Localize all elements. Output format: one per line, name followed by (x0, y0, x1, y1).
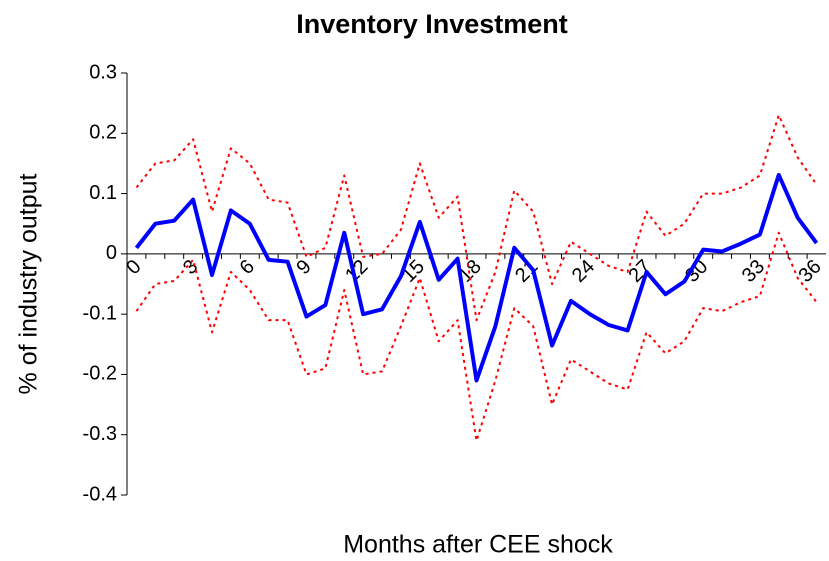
x-tick-label: 0 (122, 256, 145, 279)
y-tick-label: -0.3 (83, 423, 117, 445)
x-tick-label: 27 (625, 256, 656, 287)
x-tick-label: 3 (179, 256, 202, 279)
band-line (135, 114, 818, 322)
y-tick-label: 0 (106, 242, 117, 264)
x-tick-label: 33 (738, 256, 769, 287)
y-tick-label: 0.1 (89, 182, 117, 204)
x-tick-label: 24 (568, 256, 599, 287)
x-tick-label: 36 (795, 256, 826, 287)
y-tick-label: 0.3 (89, 61, 117, 83)
line (134, 172, 819, 383)
y-axis-label: % of industry output (15, 173, 43, 394)
band-line (135, 231, 818, 442)
x-tick-label: 6 (236, 256, 259, 279)
y-tick-label: 0.2 (89, 122, 117, 144)
x-axis-label: Months after CEE shock (343, 531, 613, 559)
y-tick-label: -0.1 (83, 302, 117, 324)
chart-title: Inventory Investment (296, 9, 568, 39)
x-tick-label: 9 (292, 256, 315, 279)
y-tick-label: -0.2 (83, 363, 117, 385)
y-tick-label: -0.4 (83, 483, 117, 505)
